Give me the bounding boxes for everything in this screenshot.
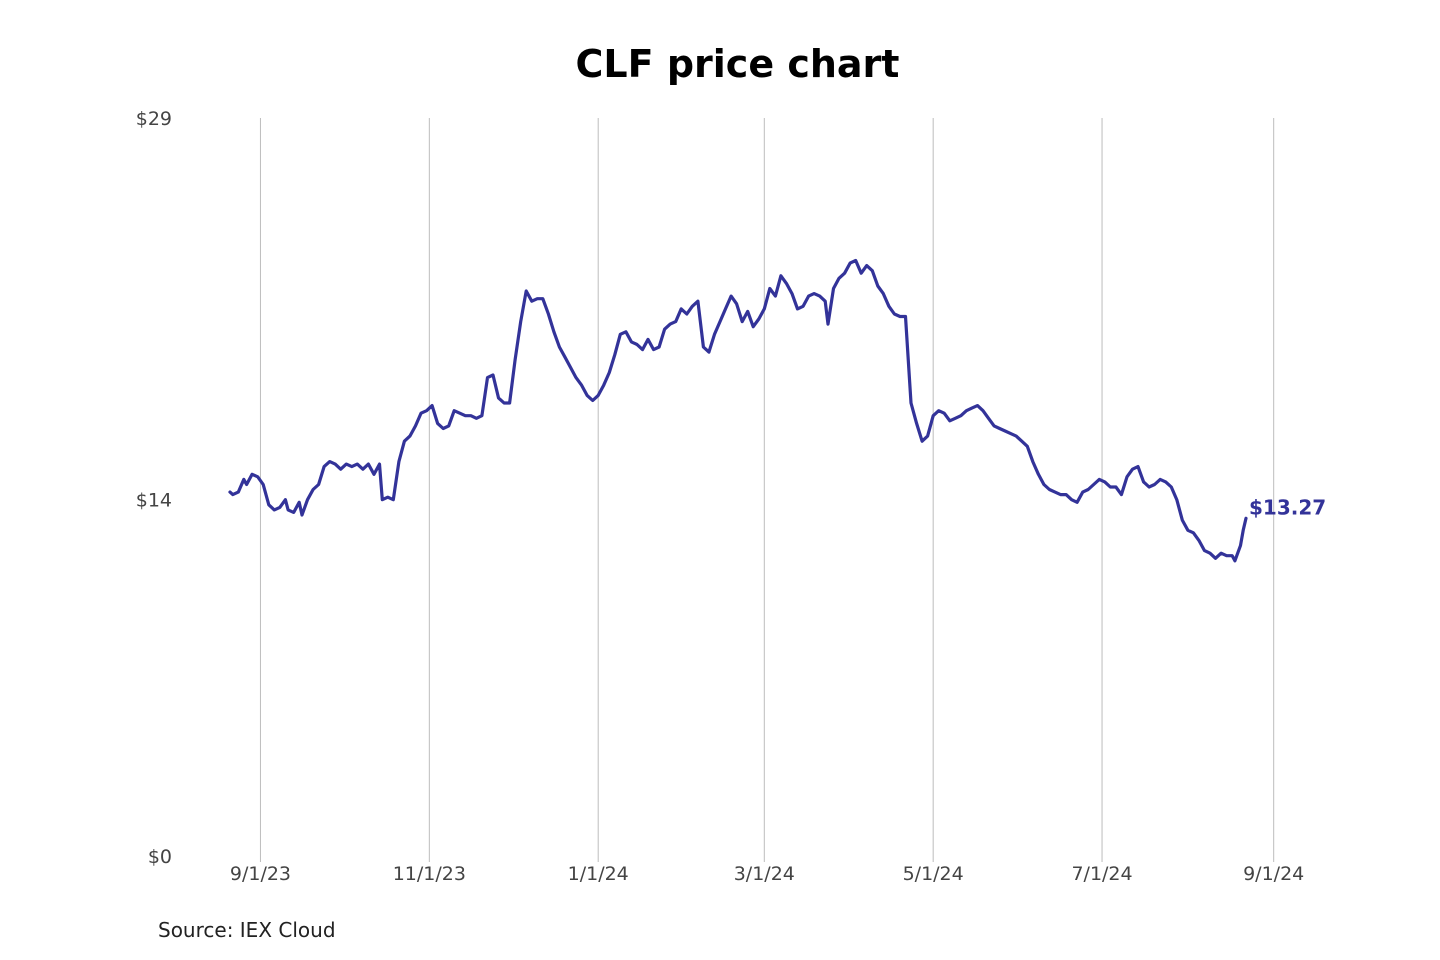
price-line bbox=[228, 258, 1248, 563]
y-tick-label-29: $29 bbox=[136, 108, 172, 130]
x-tick-label-7-1-24: 7/1/24 bbox=[1071, 863, 1132, 885]
x-tick-label-9-1-23: 9/1/23 bbox=[230, 863, 291, 885]
y-tick-label-14: $14 bbox=[136, 490, 172, 512]
last-price-annotation: $13.27 bbox=[1249, 495, 1326, 519]
chart-title: CLF price chart bbox=[575, 42, 900, 86]
last-price-label: $13.27 bbox=[1249, 495, 1326, 519]
x-tick-label-1-1-24: 1/1/24 bbox=[568, 863, 629, 885]
price-series bbox=[228, 258, 1248, 563]
source-note: Source: IEX Cloud bbox=[158, 918, 336, 942]
x-tick-label-3-1-24: 3/1/24 bbox=[734, 863, 795, 885]
gridlines bbox=[259, 118, 1275, 862]
x-axis: 9/1/23 11/1/23 1/1/24 3/1/24 5/1/24 7/1/24 9/1… bbox=[230, 863, 1304, 885]
x-tick-label-11-1-23: 11/1/23 bbox=[393, 863, 466, 885]
y-tick-label-0: $0 bbox=[148, 846, 172, 868]
x-tick-label-9-1-24: 9/1/24 bbox=[1243, 863, 1304, 885]
x-tick-label-5-1-24: 5/1/24 bbox=[903, 863, 964, 885]
y-axis: $0 $14 $29 bbox=[136, 108, 172, 868]
